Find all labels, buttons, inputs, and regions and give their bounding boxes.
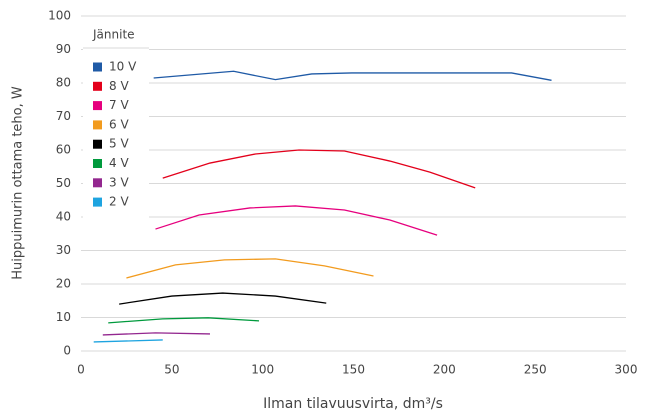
y-tick-label: 80 <box>56 76 71 90</box>
legend-swatch <box>93 178 102 188</box>
y-tick-label: 30 <box>56 243 71 257</box>
x-tick-label: 200 <box>433 363 456 377</box>
x-tick-label: 0 <box>77 363 85 377</box>
legend-swatch <box>93 159 102 168</box>
x-tick-label: 50 <box>164 363 179 377</box>
legend-label: 7 V <box>109 98 129 112</box>
y-tick-label: 10 <box>56 310 71 324</box>
series-line <box>93 339 163 343</box>
x-tick-label: 100 <box>251 363 274 377</box>
series-line <box>155 205 438 236</box>
series-line <box>162 149 476 189</box>
legend-swatch <box>93 101 102 111</box>
legend-label: 4 V <box>109 156 129 170</box>
y-axis-label: Huippuimurin ottama teho, W <box>11 86 26 280</box>
legend-label: 3 V <box>109 175 129 189</box>
legend-label: 10 V <box>109 60 137 74</box>
y-tick-label: 90 <box>56 42 71 56</box>
legend-label: 2 V <box>109 195 129 209</box>
series-line <box>126 258 374 279</box>
series-line <box>108 317 260 324</box>
y-tick-label: 40 <box>56 210 71 224</box>
legend: 10 V 8 V 7 V 6 V 5 V 4 V 3 V 2 V <box>93 60 137 209</box>
legend-swatch <box>93 139 102 149</box>
legend-swatch <box>93 81 102 91</box>
legend-title: Jännite <box>92 28 135 42</box>
x-tick-label: 150 <box>342 363 365 377</box>
y-tick-label: 60 <box>56 143 71 157</box>
legend-swatch <box>93 120 102 130</box>
legend-label: 6 V <box>109 117 129 131</box>
x-tick-label: 300 <box>615 363 638 377</box>
y-tick-label: 70 <box>56 109 71 123</box>
legend-label: 8 V <box>109 79 129 93</box>
legend-label: 5 V <box>109 137 129 151</box>
legend-swatch <box>93 197 102 207</box>
x-tick-label: 250 <box>524 363 547 377</box>
series-line <box>119 292 327 305</box>
y-tick-label: 50 <box>56 176 71 190</box>
y-tick-label: 100 <box>48 9 71 23</box>
legend-swatch <box>93 62 102 72</box>
series-line <box>102 332 210 336</box>
series-line <box>153 70 552 81</box>
y-tick-label: 0 <box>63 344 71 358</box>
y-tick-label: 20 <box>56 277 71 291</box>
grid: 0 10 20 30 40 50 60 70 80 90 100 0 50 100 150 200 250 300 <box>48 9 637 377</box>
lines <box>93 70 552 343</box>
x-axis-label: Ilman tilavuusvirta, dm³/s <box>263 396 443 412</box>
